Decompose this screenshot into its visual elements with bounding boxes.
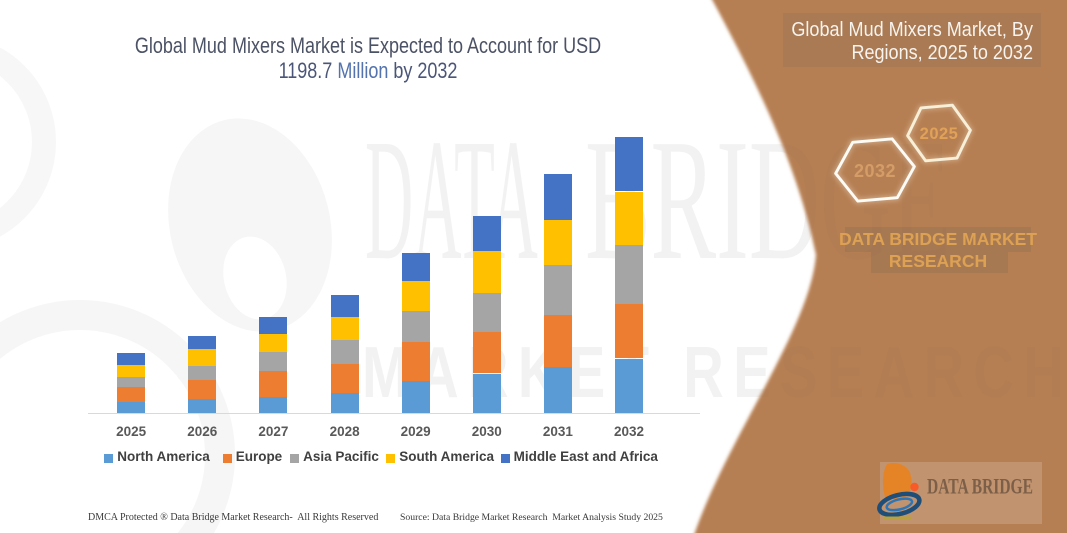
svg-text:DATA: DATA [365, 104, 538, 297]
svg-text:DATA BRIDGE: DATA BRIDGE [927, 474, 1033, 499]
svg-text:MARKET RESEARCH: MARKET RESEARCH [362, 332, 1067, 412]
